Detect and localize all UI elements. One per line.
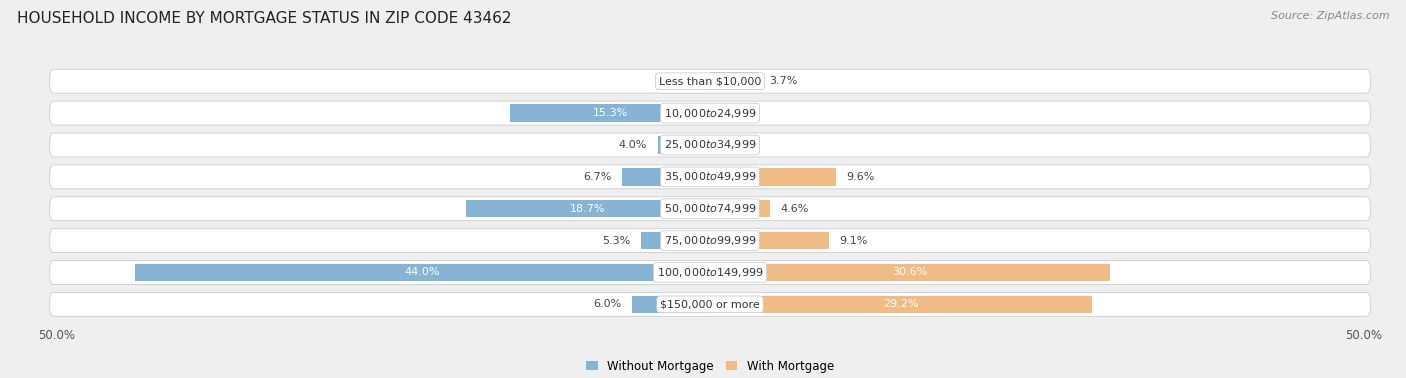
Text: 30.6%: 30.6%	[893, 268, 928, 277]
FancyBboxPatch shape	[49, 229, 1371, 253]
Bar	[710, 73, 758, 90]
Text: $35,000 to $49,999: $35,000 to $49,999	[664, 170, 756, 183]
Text: 29.2%: 29.2%	[883, 299, 918, 309]
FancyBboxPatch shape	[49, 293, 1371, 316]
Text: 15.3%: 15.3%	[592, 108, 627, 118]
Bar	[465, 200, 710, 217]
Legend: Without Mortgage, With Mortgage: Without Mortgage, With Mortgage	[581, 355, 839, 377]
FancyBboxPatch shape	[49, 165, 1371, 189]
Text: 6.0%: 6.0%	[593, 299, 621, 309]
Text: 0.0%: 0.0%	[720, 108, 749, 118]
Bar	[710, 168, 835, 186]
Text: HOUSEHOLD INCOME BY MORTGAGE STATUS IN ZIP CODE 43462: HOUSEHOLD INCOME BY MORTGAGE STATUS IN Z…	[17, 11, 512, 26]
Bar	[658, 136, 710, 154]
FancyBboxPatch shape	[49, 101, 1371, 125]
Bar	[710, 296, 1092, 313]
Bar	[623, 168, 710, 186]
Text: 44.0%: 44.0%	[405, 268, 440, 277]
Text: 5.3%: 5.3%	[602, 235, 630, 246]
Bar	[710, 232, 830, 249]
FancyBboxPatch shape	[49, 197, 1371, 221]
Bar	[135, 264, 710, 281]
Text: $100,000 to $149,999: $100,000 to $149,999	[657, 266, 763, 279]
Text: Source: ZipAtlas.com: Source: ZipAtlas.com	[1271, 11, 1389, 21]
Bar	[641, 232, 710, 249]
FancyBboxPatch shape	[49, 133, 1371, 157]
Text: $50,000 to $74,999: $50,000 to $74,999	[664, 202, 756, 215]
Text: 0.0%: 0.0%	[720, 140, 749, 150]
Text: 18.7%: 18.7%	[569, 204, 606, 214]
Text: $150,000 or more: $150,000 or more	[661, 299, 759, 309]
Bar	[510, 104, 710, 122]
Text: $10,000 to $24,999: $10,000 to $24,999	[664, 107, 756, 119]
FancyBboxPatch shape	[49, 69, 1371, 93]
Text: 9.6%: 9.6%	[846, 172, 875, 182]
Bar	[631, 296, 710, 313]
Text: $75,000 to $99,999: $75,000 to $99,999	[664, 234, 756, 247]
FancyBboxPatch shape	[49, 260, 1371, 284]
Bar	[710, 200, 770, 217]
Text: 3.7%: 3.7%	[769, 76, 797, 86]
Text: Less than $10,000: Less than $10,000	[659, 76, 761, 86]
Text: $25,000 to $34,999: $25,000 to $34,999	[664, 138, 756, 152]
Text: 0.0%: 0.0%	[671, 76, 700, 86]
Text: 4.0%: 4.0%	[619, 140, 647, 150]
Text: 9.1%: 9.1%	[839, 235, 868, 246]
Text: 4.6%: 4.6%	[780, 204, 808, 214]
Bar	[710, 264, 1111, 281]
Text: 6.7%: 6.7%	[583, 172, 612, 182]
